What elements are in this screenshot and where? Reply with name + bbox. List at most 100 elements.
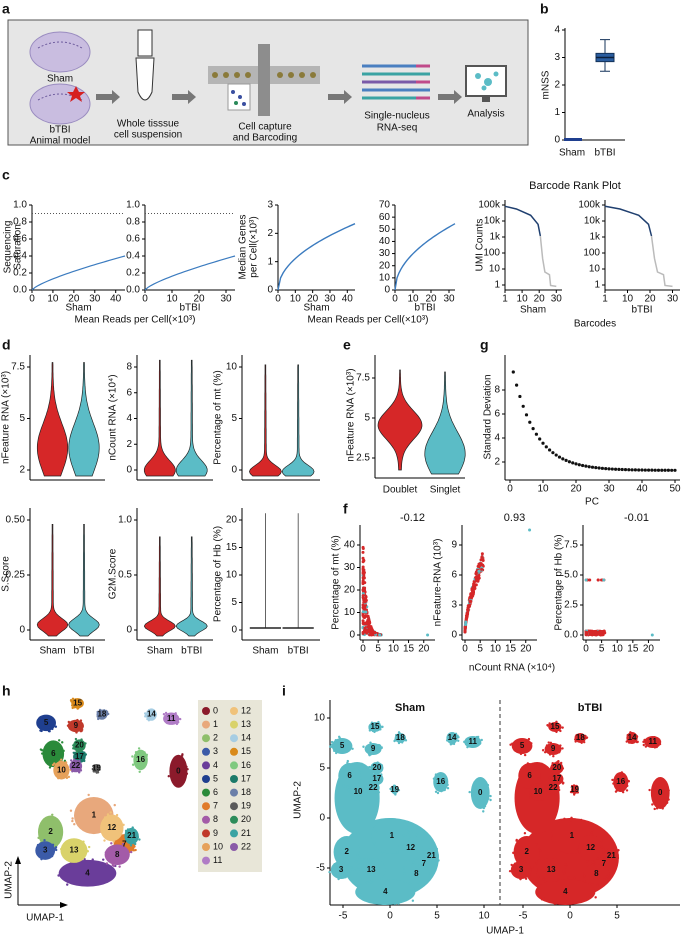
cluster-label: 20	[552, 763, 561, 772]
umap-cell	[580, 741, 583, 745]
umap-cell	[361, 857, 364, 861]
umap-cell	[523, 753, 527, 757]
panel-label: i	[282, 683, 286, 699]
umap-cell	[72, 747, 75, 750]
umap-cell	[402, 866, 406, 869]
x-tick-label: 0	[462, 644, 468, 655]
umap-cell	[475, 735, 479, 739]
umap-cell	[608, 868, 611, 871]
x-tick-label: -5	[519, 911, 528, 922]
legend-label: 3	[213, 746, 218, 756]
umap-cell	[538, 765, 541, 769]
label: Singlet	[430, 485, 461, 496]
umap-cell	[424, 859, 428, 863]
cluster-label: 1	[390, 831, 395, 840]
x-tick-label: 40	[110, 294, 122, 305]
label: bTBI	[179, 303, 200, 314]
y-tick-label: 60	[379, 212, 391, 223]
umap-cell	[345, 787, 349, 790]
y-tick-label: 0	[554, 135, 560, 146]
umap-cell	[584, 734, 587, 738]
saturation-curve	[31, 255, 126, 291]
umap-cell	[486, 789, 490, 793]
saturation-curve	[144, 255, 236, 291]
violin	[249, 364, 282, 477]
y-tick-label: 0	[19, 625, 25, 636]
cluster-label: 5	[520, 741, 525, 750]
umap-cell	[334, 738, 338, 742]
umap-cell	[137, 747, 141, 750]
umap-cell	[380, 746, 383, 750]
legend-swatch	[230, 802, 238, 811]
label: bTBI	[631, 305, 652, 316]
umap-cluster	[626, 732, 638, 744]
cell-point	[602, 578, 606, 582]
cell-point	[365, 631, 369, 635]
umap-cell	[371, 729, 375, 733]
y-tick-label: 0.0	[126, 285, 140, 296]
umap-cell	[422, 853, 426, 857]
pc-point	[581, 463, 585, 468]
brain	[29, 83, 91, 125]
umap-cell	[164, 711, 168, 715]
umap-cell	[170, 763, 174, 766]
umap-cell	[567, 876, 570, 879]
y-tick-label: 8	[494, 385, 500, 396]
pc-point	[623, 468, 628, 472]
umap-cell	[330, 740, 334, 744]
umap-cell	[86, 850, 89, 853]
y-tick-label: 1k	[489, 232, 501, 243]
legend-label: 21	[241, 828, 251, 838]
umap-cluster	[35, 841, 56, 860]
umap-cell	[552, 754, 555, 758]
cluster-label: 21	[607, 851, 616, 860]
cell-point	[592, 633, 596, 637]
violin	[175, 359, 208, 477]
legend-label: 16	[241, 760, 251, 770]
y-tick-label: -5	[316, 863, 325, 874]
pc-point	[637, 468, 641, 472]
violin	[143, 359, 176, 477]
pc-point	[604, 466, 608, 471]
cluster-label: 6	[527, 771, 532, 780]
legend-swatch	[230, 720, 238, 729]
x-tick-label: 20	[193, 294, 205, 305]
y-tick-label: 50	[379, 224, 391, 235]
umap-cell	[373, 842, 376, 845]
umap-cell	[553, 782, 557, 785]
panel-label: e	[343, 337, 351, 353]
umap-cell	[651, 803, 654, 806]
chip	[258, 44, 270, 116]
cell-point	[361, 546, 365, 550]
umap-cell	[529, 792, 533, 796]
umap-cell	[547, 741, 550, 744]
umap-cell	[77, 770, 81, 773]
umap-cell	[512, 851, 515, 855]
umap-cell	[69, 809, 73, 812]
legend-label: 19	[241, 801, 251, 811]
x-tick-label: -5	[339, 911, 348, 922]
y-tick-label: 20	[226, 515, 238, 526]
umap-cell	[349, 784, 352, 787]
umap-cell	[543, 787, 547, 790]
umap-cell	[446, 787, 450, 790]
label: Cell capture	[238, 122, 292, 133]
y-axis-label: mNSS	[541, 70, 552, 99]
y-axis-label: Percentage of mt (%)	[213, 370, 224, 464]
umap-cell	[559, 761, 563, 765]
umap-cell	[563, 817, 566, 820]
pc-point	[567, 460, 572, 464]
umap-cell	[626, 733, 629, 737]
umap-cell	[414, 856, 417, 860]
umap-cell	[73, 706, 76, 709]
y-tick-label: 5.0	[564, 570, 578, 581]
x-tick-label: 10	[388, 644, 400, 655]
umap-cell	[138, 770, 141, 773]
umap-cell	[411, 899, 415, 902]
umap-cell	[73, 759, 76, 762]
brain	[29, 31, 91, 73]
umap-cell	[548, 722, 551, 725]
umap-cell	[616, 856, 620, 860]
y-tick-label: 0	[319, 813, 325, 824]
umap-cell	[370, 766, 373, 770]
